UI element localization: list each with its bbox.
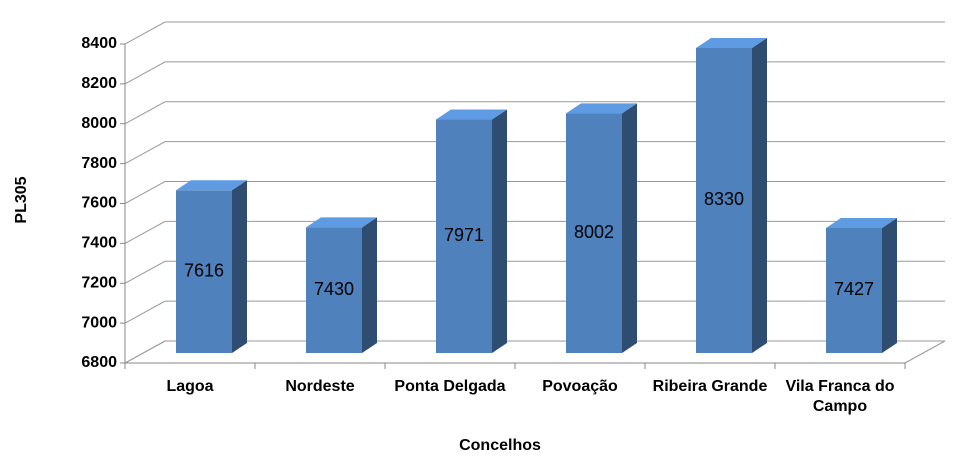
- y-tick-label: 7800: [81, 155, 117, 172]
- y-tick-label: 7600: [81, 195, 117, 212]
- y-axis-label: PL305: [13, 176, 30, 223]
- grid-line: [124, 340, 945, 364]
- grid-line: [124, 260, 945, 284]
- data-label: 7971: [444, 225, 484, 245]
- x-axis-label: Concelhos: [459, 437, 541, 454]
- bar-side: [362, 217, 377, 353]
- bar: [306, 227, 362, 353]
- data-label: 7427: [834, 279, 874, 299]
- bar-side: [752, 37, 767, 354]
- bar: [566, 113, 622, 353]
- bar-top: [176, 180, 247, 191]
- grid-line: [124, 181, 945, 204]
- grid-line: [124, 61, 945, 85]
- x-tick-label: Nordeste: [285, 378, 355, 395]
- bar: [436, 119, 492, 353]
- y-tick-label: 8000: [81, 115, 117, 132]
- bar-side: [232, 180, 247, 353]
- data-label: 7430: [314, 279, 354, 299]
- bar-side: [492, 109, 507, 353]
- bar: [826, 227, 882, 353]
- x-tick-label: Lagoa: [166, 378, 214, 395]
- x-tick-label: Ponta Delgada: [394, 378, 506, 395]
- bar-side: [882, 217, 897, 353]
- bar-top: [696, 37, 767, 48]
- bar: [176, 190, 232, 353]
- bar-top: [306, 217, 377, 228]
- grid-line: [124, 141, 945, 165]
- floor: [124, 340, 946, 364]
- x-tick-label: Ribeira Grande: [652, 378, 768, 395]
- grid-line: [124, 220, 945, 244]
- y-tick-label: 7400: [81, 235, 117, 252]
- data-label: 8330: [704, 189, 744, 209]
- grid-line: [124, 101, 945, 125]
- y-tick-label: 7200: [81, 274, 117, 291]
- bar-top: [826, 217, 897, 228]
- grid-line: [124, 21, 945, 45]
- bar-side: [622, 103, 637, 353]
- x-tick-label: Vila Franca do Campo: [785, 378, 895, 415]
- bar-top: [436, 109, 507, 120]
- y-tick-label: 8200: [81, 75, 117, 92]
- grid-line: [124, 300, 945, 324]
- x-tick-label: Povoação: [542, 378, 618, 395]
- y-tick-label: 6800: [81, 354, 117, 371]
- data-label: 8002: [574, 222, 614, 242]
- y-tick-label: 7000: [81, 314, 117, 331]
- bar: [696, 47, 752, 354]
- data-label: 7616: [184, 260, 224, 280]
- bar-top: [566, 103, 637, 114]
- y-tick-label: 8400: [81, 35, 117, 52]
